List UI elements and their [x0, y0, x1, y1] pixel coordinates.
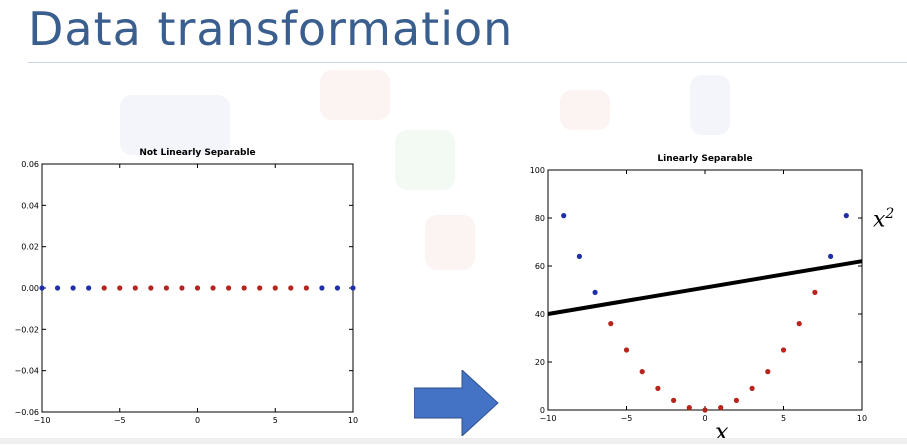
- data-point: [272, 285, 278, 291]
- y-tick-label: 0.00: [21, 284, 39, 293]
- data-point: [132, 285, 138, 291]
- y-axis-transform-base: x: [873, 207, 886, 233]
- data-point: [843, 213, 849, 219]
- data-point: [828, 253, 834, 259]
- data-point: [576, 253, 582, 259]
- y-tick-label: 100: [530, 166, 545, 175]
- y-tick-label: 60: [535, 262, 545, 271]
- y-tick-label: 80: [535, 214, 545, 223]
- data-point: [561, 213, 567, 219]
- background-decoration: [120, 95, 230, 155]
- data-point: [592, 289, 598, 295]
- y-tick-label: −0.06: [14, 408, 39, 417]
- transform-arrow-icon: [414, 370, 499, 436]
- y-tick-label: 20: [535, 358, 545, 367]
- data-point: [733, 397, 739, 403]
- data-point: [226, 285, 232, 291]
- data-point: [319, 285, 325, 291]
- y-tick-label: −0.04: [14, 367, 39, 376]
- chart-not-linearly-separable: Not Linearly Separable −10 −5 0 5 10 −0.06 −0.0…: [14, 148, 358, 425]
- x-tick-label: 0: [195, 416, 200, 425]
- y-axis-transform-label: x2: [873, 206, 894, 232]
- data-point: [163, 285, 169, 291]
- y-tick-label: 0.06: [21, 160, 39, 169]
- data-point: [210, 285, 216, 291]
- x-tick-label: −10: [34, 416, 51, 425]
- background-decoration: [560, 90, 610, 130]
- data-point: [608, 321, 614, 327]
- data-point: [639, 369, 645, 375]
- background-decoration: [425, 215, 475, 270]
- x-tick-label: 5: [273, 416, 278, 425]
- y-tick-label: 0: [540, 406, 545, 415]
- data-point: [350, 285, 356, 291]
- data-point: [194, 285, 201, 291]
- data-point: [765, 369, 771, 375]
- x-tick-label: 10: [348, 416, 358, 425]
- data-point: [334, 285, 341, 291]
- slide-title: Data transformation: [28, 2, 514, 56]
- x-tick-label: −5: [114, 416, 126, 425]
- y-axis-transform-exponent: 2: [885, 206, 895, 222]
- data-point: [86, 285, 92, 291]
- chart-title: Linearly Separable: [657, 154, 752, 164]
- x-tick-label: 5: [781, 414, 786, 423]
- title-divider: [28, 62, 907, 63]
- data-point: [303, 285, 309, 291]
- y-tick-label: 0.02: [21, 243, 39, 252]
- data-point: [39, 285, 45, 291]
- data-point: [686, 405, 692, 411]
- background-decoration: [395, 130, 455, 190]
- data-point: [671, 397, 677, 403]
- data-point: [749, 385, 755, 391]
- decision-boundary-line: [547, 259, 863, 316]
- data-point: [655, 385, 661, 391]
- data-point: [257, 285, 263, 291]
- y-tick-label: 40: [535, 310, 545, 319]
- data-point: [101, 285, 107, 291]
- data-point: [623, 347, 630, 353]
- x-tick-label: −5: [621, 414, 633, 423]
- data-point: [718, 405, 724, 411]
- data-point: [288, 285, 294, 291]
- data-point: [702, 407, 708, 413]
- data-point: [812, 289, 818, 295]
- data-point: [148, 285, 154, 291]
- bottom-bar: [0, 438, 907, 444]
- background-decoration: [320, 70, 390, 120]
- data-point: [796, 321, 802, 327]
- data-point: [54, 285, 61, 291]
- x-tick-label: −10: [540, 414, 557, 423]
- x-tick-label: 0: [702, 414, 707, 423]
- data-point: [179, 285, 185, 291]
- data-point: [241, 285, 247, 291]
- data-point: [780, 347, 787, 353]
- chart-title: Not Linearly Separable: [139, 148, 255, 158]
- data-point: [117, 285, 123, 291]
- background-decoration: [690, 75, 730, 135]
- x-tick-label: 10: [857, 414, 867, 423]
- y-tick-label: −0.02: [14, 325, 39, 334]
- y-tick-label: 0.04: [21, 201, 39, 210]
- data-point: [70, 285, 76, 291]
